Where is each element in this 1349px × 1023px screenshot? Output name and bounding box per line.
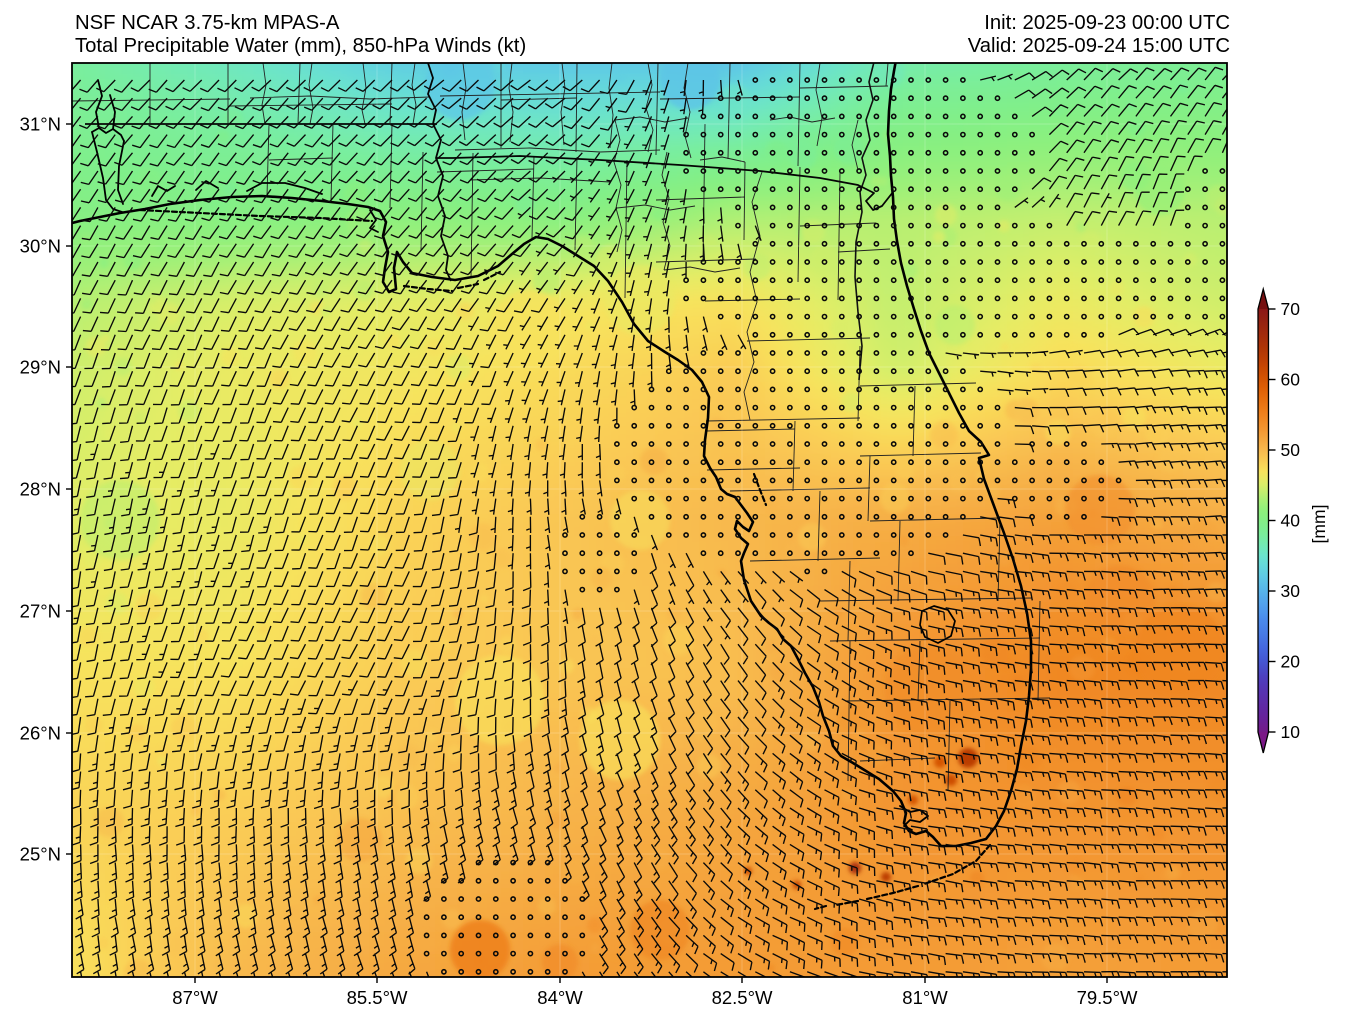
svg-text:84°W: 84°W bbox=[537, 987, 583, 1008]
svg-text:30°N: 30°N bbox=[20, 236, 61, 257]
svg-text:70: 70 bbox=[1281, 299, 1301, 319]
svg-text:26°N: 26°N bbox=[20, 723, 61, 744]
svg-text:85.5°W: 85.5°W bbox=[347, 987, 408, 1008]
svg-text:79.5°W: 79.5°W bbox=[1077, 987, 1138, 1008]
svg-text:40: 40 bbox=[1281, 511, 1301, 531]
svg-text:60: 60 bbox=[1281, 370, 1301, 390]
svg-text:25°N: 25°N bbox=[20, 844, 61, 865]
svg-text:27°N: 27°N bbox=[20, 601, 61, 622]
svg-text:Valid: 2025-09-24 15:00 UTC: Valid: 2025-09-24 15:00 UTC bbox=[968, 35, 1230, 57]
svg-text:[mm]: [mm] bbox=[1309, 505, 1329, 544]
svg-text:20: 20 bbox=[1281, 652, 1301, 672]
svg-text:29°N: 29°N bbox=[20, 357, 61, 378]
svg-text:28°N: 28°N bbox=[20, 479, 61, 500]
svg-text:50: 50 bbox=[1281, 440, 1301, 460]
svg-text:10: 10 bbox=[1281, 722, 1301, 742]
svg-text:NSF NCAR 3.75-km MPAS-A: NSF NCAR 3.75-km MPAS-A bbox=[75, 12, 340, 34]
svg-text:Total Precipitable Water (mm),: Total Precipitable Water (mm), 850-hPa W… bbox=[75, 35, 526, 57]
svg-text:82.5°W: 82.5°W bbox=[712, 987, 773, 1008]
svg-text:30: 30 bbox=[1281, 581, 1301, 601]
svg-text:87°W: 87°W bbox=[172, 987, 218, 1008]
svg-text:81°W: 81°W bbox=[902, 987, 948, 1008]
svg-text:Init: 2025-09-23 00:00 UTC: Init: 2025-09-23 00:00 UTC bbox=[984, 12, 1230, 34]
svg-text:31°N: 31°N bbox=[20, 114, 61, 135]
